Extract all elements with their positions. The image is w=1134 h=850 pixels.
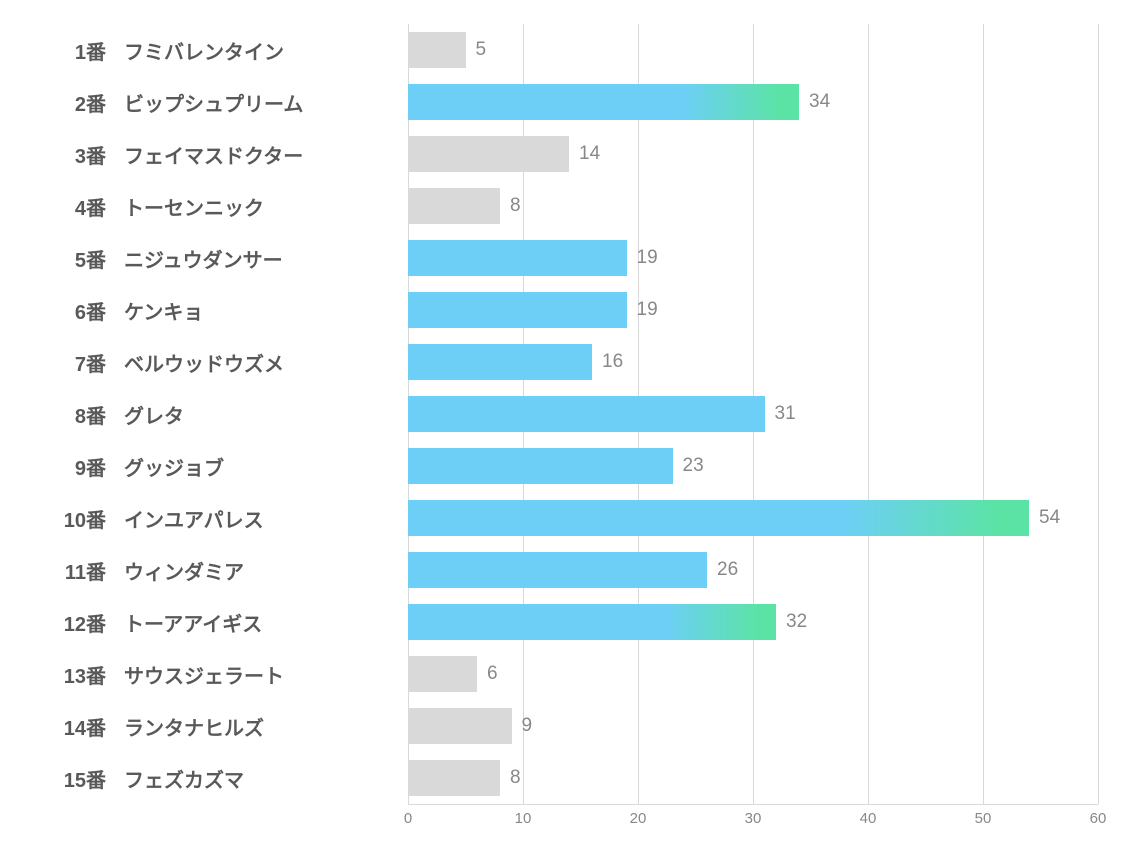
bar [408, 500, 1029, 536]
bar [408, 552, 707, 588]
x-tick-label: 40 [860, 810, 877, 827]
x-tick-label: 60 [1090, 810, 1107, 827]
row-name: トーアアイギス [124, 608, 262, 637]
row-label: 8番グレタ [44, 396, 184, 432]
value-label: 8 [500, 188, 521, 224]
row-name: ニジュウダンサー [124, 244, 283, 273]
x-tick-label: 20 [630, 810, 647, 827]
bar [408, 136, 569, 172]
row-name: フェズカズマ [124, 764, 244, 793]
bar [408, 760, 500, 796]
x-tick-label: 10 [515, 810, 532, 827]
row-label: 14番ランタナヒルズ [44, 708, 264, 744]
row-label: 5番ニジュウダンサー [44, 240, 283, 276]
row-number: 11番 [44, 556, 106, 585]
value-label: 19 [627, 292, 658, 328]
bar [408, 32, 466, 68]
row-number: 14番 [44, 712, 106, 741]
row-label: 12番トーアアイギス [44, 604, 262, 640]
bar [408, 448, 673, 484]
row-name: グッジョブ [124, 452, 224, 481]
row-label: 2番ビップシュプリーム [44, 84, 303, 120]
bar-chart: 1番フミバレンタイン 2番ビップシュプリーム 3番フェイマスドクター 4番トーセンニッ… [0, 0, 1134, 850]
bar [408, 604, 776, 640]
value-label: 34 [799, 84, 830, 120]
value-label: 8 [500, 760, 521, 796]
value-label: 26 [707, 552, 738, 588]
gridline [983, 24, 984, 804]
row-number: 2番 [44, 88, 106, 117]
row-label: 3番フェイマスドクター [44, 136, 303, 172]
value-label: 5 [466, 32, 487, 68]
gridline [868, 24, 869, 804]
row-label: 13番サウスジェラート [44, 656, 284, 692]
value-label: 54 [1029, 500, 1060, 536]
row-label: 11番ウィンダミア [44, 552, 244, 588]
row-number: 8番 [44, 400, 106, 429]
row-name: ベルウッドウズメ [124, 348, 284, 377]
x-tick-label: 0 [404, 810, 412, 827]
row-label: 1番フミバレンタイン [44, 32, 284, 68]
row-number: 1番 [44, 36, 106, 65]
gridline [1098, 24, 1099, 804]
row-label: 10番インユアパレス [44, 500, 264, 536]
row-name: フミバレンタイン [124, 36, 284, 65]
value-label: 14 [569, 136, 600, 172]
row-number: 12番 [44, 608, 106, 637]
row-number: 15番 [44, 764, 106, 793]
row-label: 7番ベルウッドウズメ [44, 344, 284, 380]
row-number: 4番 [44, 192, 106, 221]
bar [408, 292, 627, 328]
row-label: 9番グッジョブ [44, 448, 224, 484]
bar [408, 84, 799, 120]
bar [408, 188, 500, 224]
bar [408, 240, 627, 276]
bar [408, 396, 765, 432]
row-name: ランタナヒルズ [124, 712, 264, 741]
bar [408, 708, 512, 744]
row-name: サウスジェラート [124, 660, 284, 689]
row-label: 4番トーセンニック [44, 188, 264, 224]
row-number: 13番 [44, 660, 106, 689]
x-tick-label: 30 [745, 810, 762, 827]
row-name: フェイマスドクター [124, 140, 303, 169]
row-label: 15番フェズカズマ [44, 760, 244, 796]
row-number: 7番 [44, 348, 106, 377]
row-name: ケンキョ [124, 296, 203, 325]
row-number: 5番 [44, 244, 106, 273]
value-label: 23 [673, 448, 704, 484]
value-label: 16 [592, 344, 623, 380]
value-label: 9 [512, 708, 533, 744]
value-label: 6 [477, 656, 498, 692]
row-number: 6番 [44, 296, 106, 325]
row-name: グレタ [124, 400, 184, 429]
row-number: 9番 [44, 452, 106, 481]
bar [408, 656, 477, 692]
plot-area: 01020304050605341481919163123542632698 [408, 24, 1098, 804]
row-label: 6番ケンキョ [44, 292, 203, 328]
row-number: 10番 [44, 504, 106, 533]
row-name: インユアパレス [124, 504, 264, 533]
value-label: 32 [776, 604, 807, 640]
bar [408, 344, 592, 380]
row-number: 3番 [44, 140, 106, 169]
value-label: 31 [765, 396, 796, 432]
value-label: 19 [627, 240, 658, 276]
row-name: ビップシュプリーム [124, 88, 303, 117]
row-name: トーセンニック [124, 192, 264, 221]
x-axis-line [408, 804, 1098, 805]
x-tick-label: 50 [975, 810, 992, 827]
row-name: ウィンダミア [124, 556, 244, 585]
